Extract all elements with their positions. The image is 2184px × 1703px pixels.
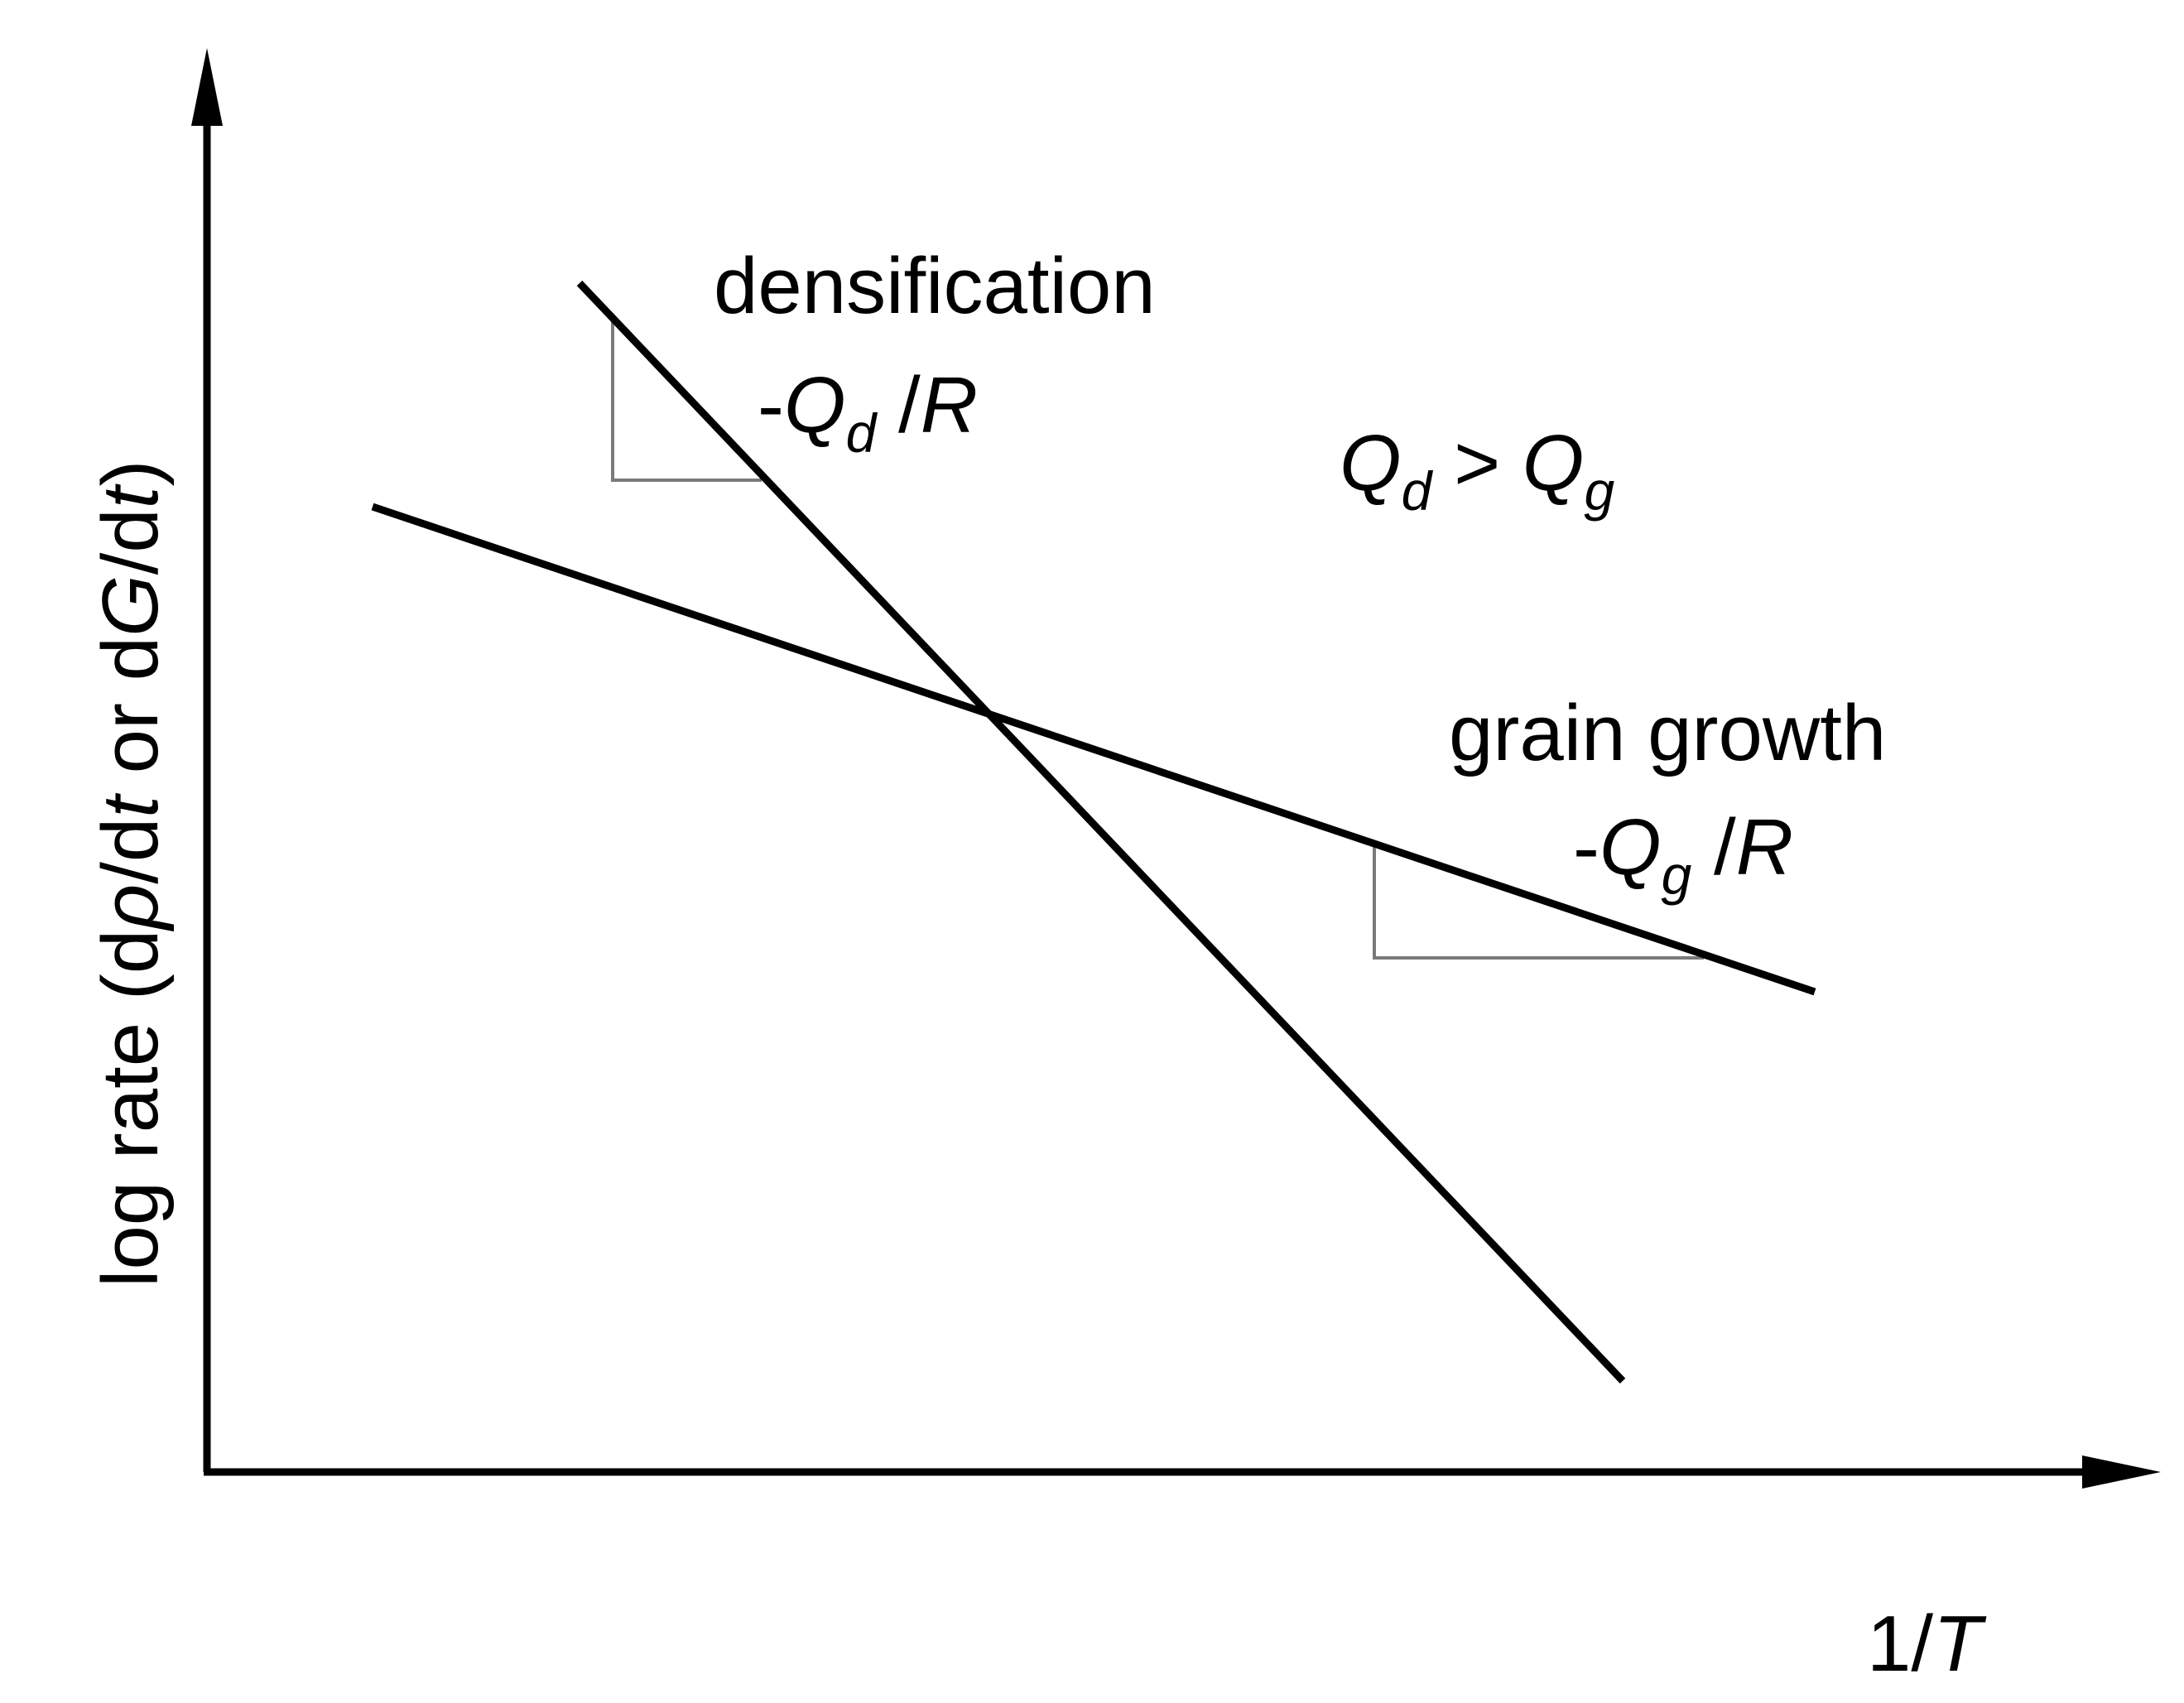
grain-growth-line	[371, 503, 1816, 996]
densification-slope-triangle	[611, 316, 762, 482]
y-axis-label: log rate (dρ/dt or dG/dt)	[86, 460, 175, 1287]
densification-label: densification	[714, 242, 1156, 330]
axes	[191, 48, 2161, 1489]
grain-growth-slope-label: -Qg /R	[1573, 803, 1793, 906]
y-axis-arrowhead	[191, 48, 223, 126]
densification-slope-label: -Qd /R	[758, 361, 978, 464]
activation-energy-relation: Qd > Qg	[1340, 419, 1614, 522]
x-axis-label: 1/T	[1867, 1600, 1987, 1688]
grain-growth-label: grain growth	[1449, 689, 1886, 777]
x-axis-arrowhead	[2082, 1455, 2161, 1489]
grain-growth-slope-triangle	[1373, 843, 1704, 960]
densification-line	[576, 280, 1626, 1384]
